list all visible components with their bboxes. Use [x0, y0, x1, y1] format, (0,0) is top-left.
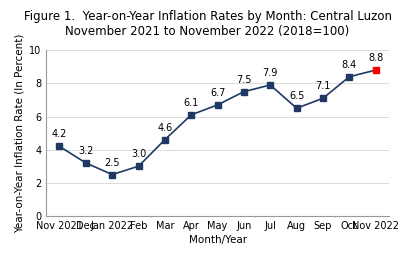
- Y-axis label: Year-on-Year Inflation Rate (In Percent): Year-on-Year Inflation Rate (In Percent): [15, 33, 25, 233]
- Text: 7.1: 7.1: [315, 81, 331, 91]
- X-axis label: Month/Year: Month/Year: [188, 235, 247, 245]
- Text: 7.5: 7.5: [236, 75, 251, 85]
- Text: 4.2: 4.2: [52, 129, 67, 139]
- Text: 6.7: 6.7: [210, 88, 225, 98]
- Text: 6.5: 6.5: [289, 91, 304, 101]
- Text: 3.0: 3.0: [131, 149, 146, 159]
- Text: 4.6: 4.6: [157, 123, 173, 133]
- Text: 7.9: 7.9: [263, 68, 278, 78]
- Text: 6.1: 6.1: [183, 98, 199, 108]
- Text: 8.8: 8.8: [368, 53, 383, 63]
- Text: 2.5: 2.5: [105, 158, 120, 168]
- Text: 3.2: 3.2: [78, 146, 93, 156]
- Text: Figure 1.  Year-on-Year Inflation Rates by Month: Central Luzon
November 2021 to: Figure 1. Year-on-Year Inflation Rates b…: [24, 10, 391, 38]
- Text: 8.4: 8.4: [342, 60, 357, 70]
